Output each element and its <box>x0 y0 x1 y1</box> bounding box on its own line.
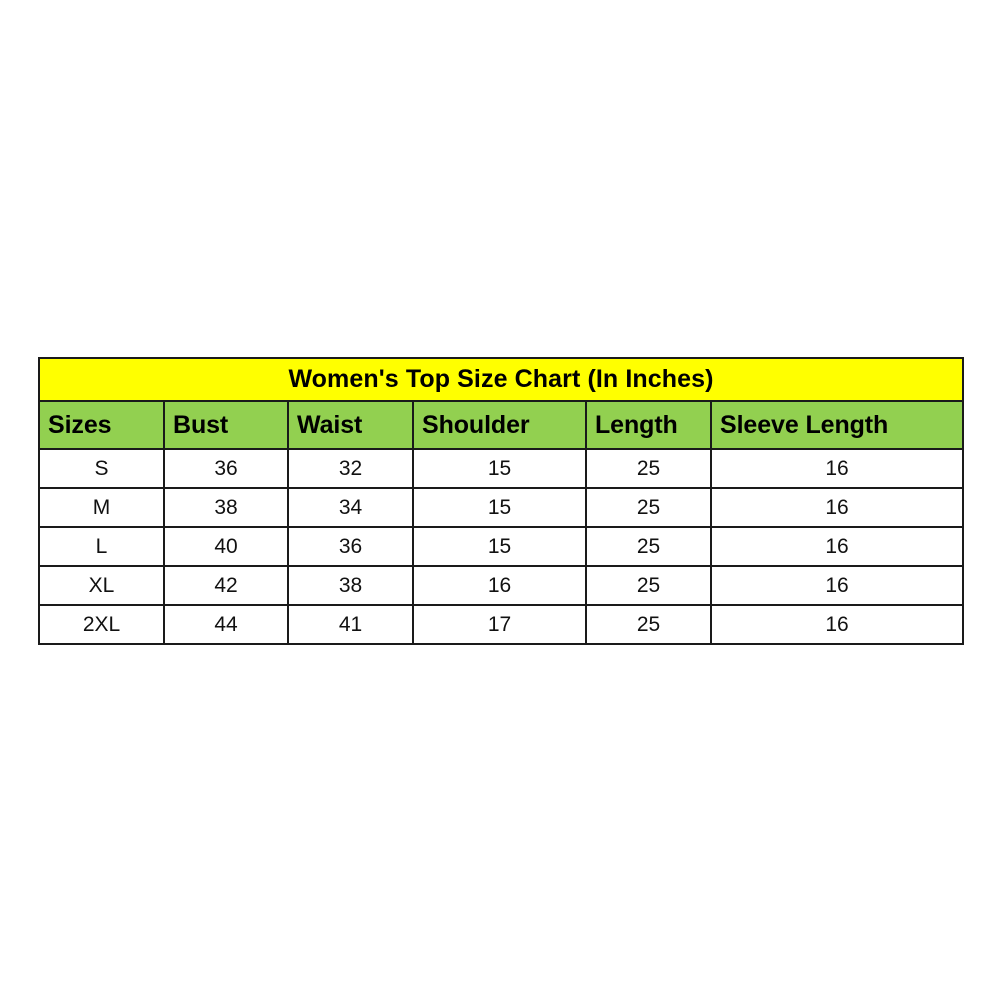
cell-bust: 40 <box>163 526 289 567</box>
cell-length: 25 <box>585 604 712 645</box>
cell-length: 25 <box>585 565 712 606</box>
cell-bust: 44 <box>163 604 289 645</box>
cell-bust: 42 <box>163 565 289 606</box>
column-header-bust: Bust <box>163 400 289 450</box>
cell-size: 2XL <box>38 604 165 645</box>
column-header-shoulder: Shoulder <box>412 400 587 450</box>
cell-waist: 32 <box>287 448 414 489</box>
cell-sleeve-length: 16 <box>709 604 965 645</box>
column-header-sizes: Sizes <box>38 400 165 450</box>
cell-size: M <box>38 487 165 528</box>
cell-length: 25 <box>585 487 712 528</box>
cell-shoulder: 15 <box>412 487 587 528</box>
cell-waist: 41 <box>287 604 414 645</box>
table-row: S 36 32 15 25 16 <box>38 448 965 489</box>
chart-title: Women's Top Size Chart (In Inches) <box>37 357 965 402</box>
cell-length: 25 <box>585 448 712 489</box>
chart-title-row: Women's Top Size Chart (In Inches) <box>37 357 965 402</box>
cell-bust: 38 <box>163 487 289 528</box>
cell-size: S <box>38 448 165 489</box>
womens-top-size-chart-table: Women's Top Size Chart (In Inches) Sizes… <box>37 357 965 645</box>
column-header-waist: Waist <box>287 400 414 450</box>
cell-sleeve-length: 16 <box>709 448 965 489</box>
column-header-sleeve-length: Sleeve Length <box>709 400 965 450</box>
cell-shoulder: 15 <box>412 526 587 567</box>
cell-shoulder: 17 <box>412 604 587 645</box>
cell-shoulder: 15 <box>412 448 587 489</box>
cell-waist: 34 <box>287 487 414 528</box>
table-row: M 38 34 15 25 16 <box>38 487 965 528</box>
cell-sleeve-length: 16 <box>709 565 965 606</box>
cell-shoulder: 16 <box>412 565 587 606</box>
cell-waist: 36 <box>287 526 414 567</box>
cell-bust: 36 <box>163 448 289 489</box>
table-header-row: Sizes Bust Waist Shoulder Length Sleeve … <box>38 400 965 450</box>
cell-size: L <box>38 526 165 567</box>
column-header-length: Length <box>585 400 712 450</box>
cell-size: XL <box>38 565 165 606</box>
table-row: XL 42 38 16 25 16 <box>38 565 965 606</box>
table-row: 2XL 44 41 17 25 16 <box>38 604 965 645</box>
size-chart-container: Women's Top Size Chart (In Inches) Sizes… <box>37 357 965 645</box>
cell-sleeve-length: 16 <box>709 526 965 567</box>
cell-sleeve-length: 16 <box>709 487 965 528</box>
cell-waist: 38 <box>287 565 414 606</box>
cell-length: 25 <box>585 526 712 567</box>
table-row: L 40 36 15 25 16 <box>38 526 965 567</box>
